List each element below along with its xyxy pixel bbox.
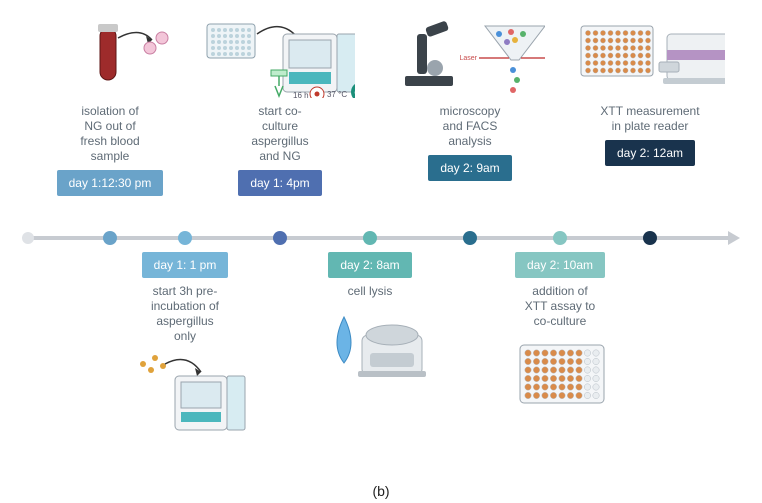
step-s6: day 2: 10am addition ofXTT assay toco-cul…	[485, 252, 635, 413]
subfigure-label: (b)	[0, 483, 762, 499]
blood-tube-icon	[35, 20, 185, 98]
step-label: start 3h pre-incubation ofaspergillusonl…	[120, 284, 250, 344]
time-badge: day 2: 8am	[328, 252, 411, 278]
step-s7: XTT measurementin plate reader day 2: 12a…	[575, 20, 725, 166]
svg-text:37 °C: 37 °C	[327, 90, 347, 98]
time-badge: day 1: 4pm	[238, 170, 321, 196]
svg-text:Laser: Laser	[459, 55, 477, 62]
step-s2: day 1: 1 pm start 3h pre-incubation ofasp…	[110, 252, 260, 428]
timeline-dot	[103, 231, 117, 245]
step-s5: Laser Detector microscopyand FACSanalysi…	[395, 20, 545, 181]
timeline-dot	[463, 231, 477, 245]
time-badge: day 2: 9am	[428, 155, 511, 181]
time-badge: day 2: 12am	[605, 140, 695, 166]
timeline-dot	[178, 231, 192, 245]
plate-reader-icon	[575, 20, 725, 98]
timeline-dot	[643, 231, 657, 245]
svg-text:16 h: 16 h	[293, 91, 309, 98]
step-label: cell lysis	[305, 284, 435, 299]
step-label: microscopyand FACSanalysis	[405, 104, 535, 149]
svg-text:CO₂: CO₂	[354, 90, 355, 97]
step-label: addition ofXTT assay toco-culture	[495, 284, 625, 329]
time-badge: day 1: 1 pm	[142, 252, 229, 278]
xtt-add-icon	[485, 335, 635, 413]
step-label: start co-cultureaspergillusand NG	[215, 104, 345, 164]
microscope-facs-icon: Laser Detector	[395, 20, 545, 98]
time-badge: day 1:12:30 pm	[57, 170, 164, 196]
step-s1: isolation ofNG out offresh bloodsample da…	[35, 20, 185, 196]
step-s4: day 2: 8am cell lysis	[295, 252, 445, 383]
timeline-dot	[273, 231, 287, 245]
timeline-dot	[363, 231, 377, 245]
incubator-spores-icon	[110, 350, 260, 428]
step-label: isolation ofNG out offresh bloodsample	[45, 104, 175, 164]
incubator-plate-icon: 16 h 37 °C CO₂	[205, 20, 355, 98]
step-label: XTT measurementin plate reader	[585, 104, 715, 134]
centrifuge-drop-icon	[295, 305, 445, 383]
step-s3: 16 h 37 °C CO₂ start co-cultureaspergill…	[205, 20, 355, 196]
time-badge: day 2: 10am	[515, 252, 605, 278]
timeline-axis	[28, 236, 730, 240]
timeline-dot	[553, 231, 567, 245]
